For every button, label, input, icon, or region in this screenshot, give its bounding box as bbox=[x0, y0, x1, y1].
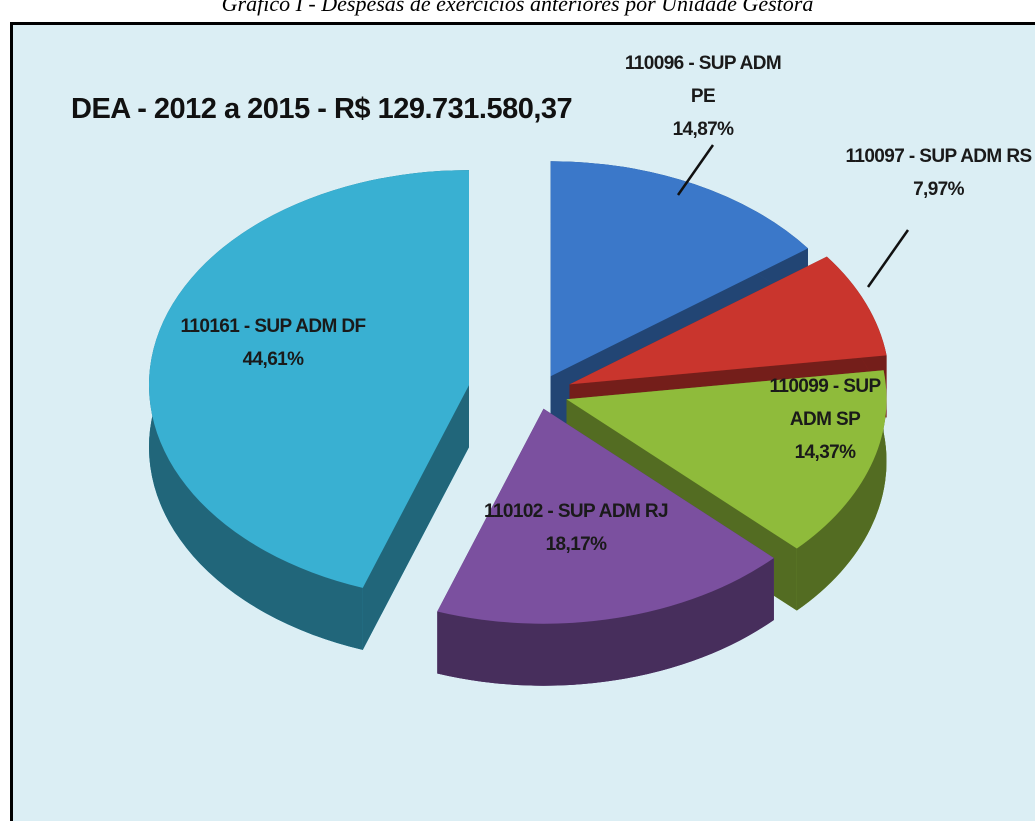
slice-shade bbox=[362, 385, 469, 650]
slice-value-label: 14,87% bbox=[672, 119, 734, 140]
slice-label: 110161 - SUP ADM DF 44,61% bbox=[178, 310, 368, 376]
slice bbox=[566, 370, 887, 549]
slice-value-label: 44,61% bbox=[242, 349, 304, 370]
chart bbox=[148, 144, 910, 686]
slice bbox=[148, 170, 469, 588]
slice-category-label: 110102 - SUP ADM RJ bbox=[484, 501, 669, 522]
slice-category-label: 110097 - SUP ADM RS bbox=[845, 146, 1032, 167]
slice-side bbox=[437, 557, 774, 686]
slice-shade bbox=[796, 370, 887, 611]
slice-label: 110096 - SUP ADM PE 14,87% bbox=[613, 47, 793, 146]
slice-category-label: 110096 - SUP ADM PE bbox=[624, 53, 782, 107]
caption: Gráfico I - Despesas de exercícios anter… bbox=[221, 0, 814, 16]
leader-line bbox=[866, 229, 910, 288]
slice-label: 110099 - SUP ADM SP 14,37% bbox=[755, 370, 895, 469]
chart-frame: DEA - 2012 a 2015 - R$ 129.731.580,37 11… bbox=[10, 22, 1035, 821]
leader-line bbox=[676, 144, 715, 196]
slice bbox=[437, 408, 774, 624]
slice-value-label: 18,17% bbox=[545, 534, 607, 555]
slice-value-label: 7,97% bbox=[913, 179, 964, 200]
slice-label: 110102 - SUP ADM RJ 18,17% bbox=[476, 495, 676, 561]
slice-tops bbox=[148, 161, 887, 624]
slice-category-label: 110161 - SUP ADM DF bbox=[180, 316, 366, 337]
slice bbox=[550, 161, 808, 377]
slice-side bbox=[796, 370, 887, 611]
slice-side bbox=[362, 385, 469, 650]
slice bbox=[569, 256, 887, 385]
slice-shade bbox=[437, 557, 774, 686]
slice-category-label: 110099 - SUP ADM SP bbox=[769, 376, 881, 430]
chart-title: DEA - 2012 a 2015 - R$ 129.731.580,37 bbox=[71, 93, 573, 125]
slice-label: 110097 - SUP ADM RS 7,97% bbox=[841, 140, 1035, 206]
slice-value-label: 14,37% bbox=[794, 442, 856, 463]
